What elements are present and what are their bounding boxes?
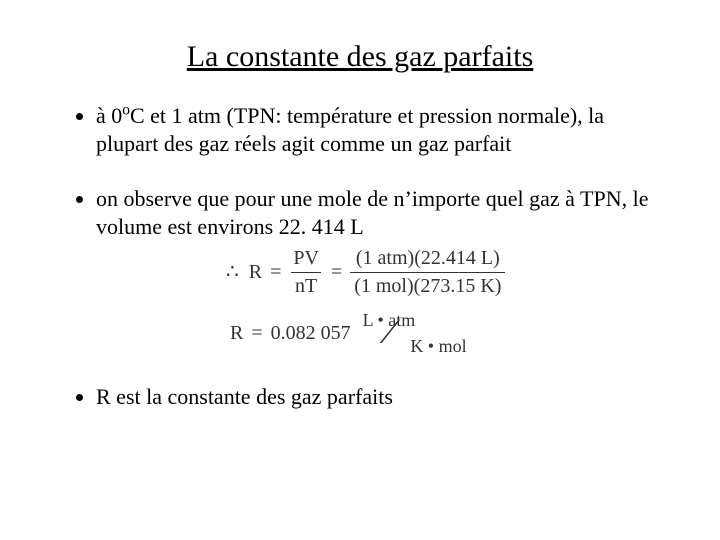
equation-derivation: ∴ R = PV nT = (1 atm)(22.414 L) (1 mol)(…	[226, 246, 660, 299]
eq-sign-1: =	[270, 260, 281, 285]
bullet-1: à 0oC et 1 atm (TPN: température et pres…	[96, 102, 660, 157]
slide-title: La constante des gaz parfaits	[60, 40, 660, 74]
equation-block: ∴ R = PV nT = (1 atm)(22.414 L) (1 mol)(…	[226, 246, 660, 355]
eq-lhs: R	[249, 260, 262, 285]
frac1-den: nT	[291, 272, 321, 299]
bullet-1-sup: o	[122, 102, 130, 119]
bullet-2-text: on observe que pour une mole de n’import…	[96, 186, 649, 239]
bullet-3: R est la constante des gaz parfaits	[96, 383, 660, 411]
bullet-1-post: C et 1 atm (TPN: température et pression…	[96, 103, 604, 156]
fraction-values: (1 atm)(22.414 L) (1 mol)(273.15 K)	[350, 246, 505, 299]
bullet-2: on observe que pour une mole de n’import…	[96, 185, 660, 355]
therefore-symbol: ∴	[226, 260, 239, 285]
fraction-pv-nt: PV nT	[289, 246, 323, 299]
frac2-num: (1 atm)(22.414 L)	[352, 246, 504, 272]
unit-bot: K • mol	[410, 335, 466, 358]
frac1-num: PV	[289, 246, 323, 272]
unit-slash: ⁄	[386, 309, 393, 353]
slide: La constante des gaz parfaits à 0oC et 1…	[0, 0, 720, 540]
eq-sign-3: =	[251, 321, 262, 346]
result-lhs: R	[230, 321, 243, 346]
eq-sign-2: =	[331, 260, 342, 285]
bullet-3-text: R est la constante des gaz parfaits	[96, 384, 393, 409]
bullet-list: à 0oC et 1 atm (TPN: température et pres…	[60, 102, 660, 411]
unit-fraction: L • atm ⁄ K • mol	[359, 311, 469, 355]
equation-result: R = 0.082 057 L • atm ⁄ K • mol	[226, 311, 660, 355]
result-value: 0.082 057	[271, 321, 351, 346]
bullet-1-pre: à 0	[96, 103, 122, 128]
frac2-den: (1 mol)(273.15 K)	[350, 272, 505, 299]
